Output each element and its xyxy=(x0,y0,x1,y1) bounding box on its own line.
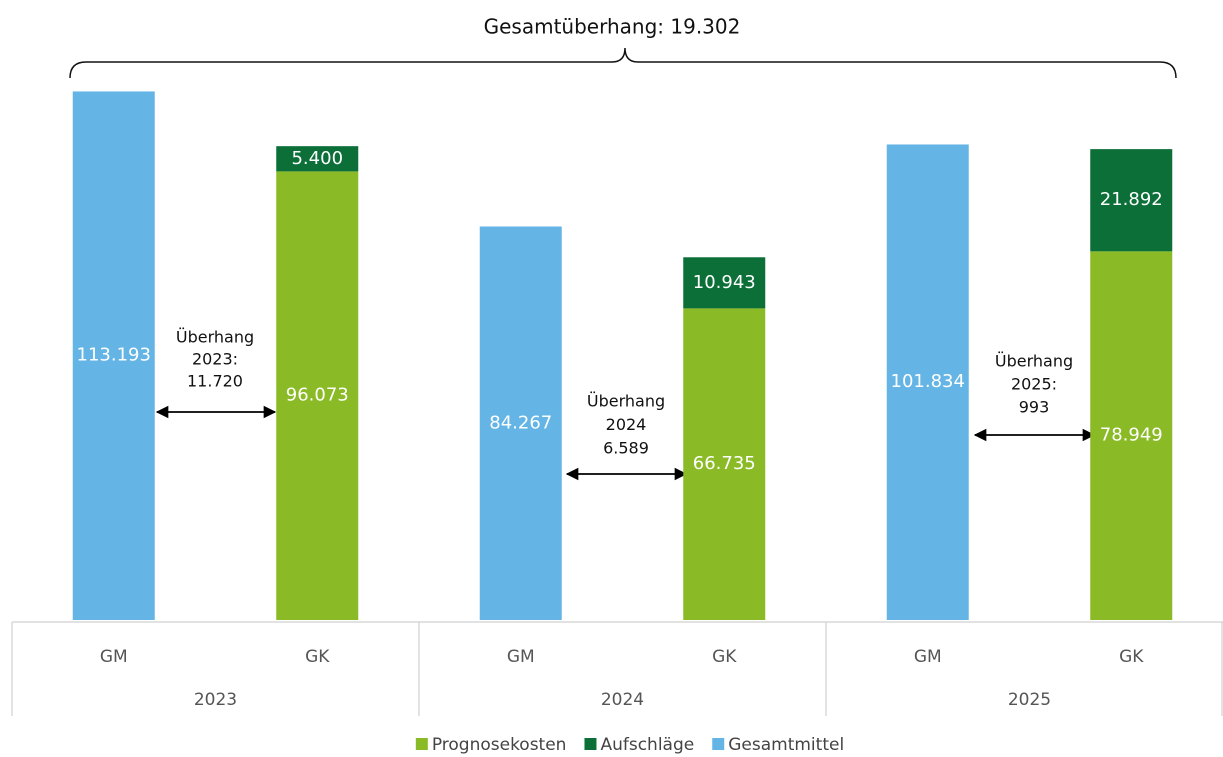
data-label: 113.193 xyxy=(77,345,151,366)
bar-segment xyxy=(683,257,766,309)
bar-segment xyxy=(1090,149,1173,252)
annotation: 6.589 xyxy=(603,439,649,458)
x-tick-label: GM xyxy=(507,647,535,667)
annotation: Überhang xyxy=(176,328,254,347)
legend-swatch xyxy=(415,738,428,750)
annotation: Überhang xyxy=(587,392,665,411)
annotation: 993 xyxy=(1019,398,1050,417)
legend-swatch xyxy=(712,738,725,750)
annotation: 2023: xyxy=(192,350,238,369)
bar-segment xyxy=(276,146,359,172)
group-label: 2025 xyxy=(1008,690,1051,710)
x-tick-label: GM xyxy=(914,647,942,667)
bar-segment xyxy=(1090,251,1173,620)
legend-swatch xyxy=(584,738,597,750)
legend-label: Prognosekosten xyxy=(432,735,567,755)
x-tick-label: GK xyxy=(305,647,330,667)
annotation: 2024 xyxy=(606,415,647,434)
legend-label: Gesamtmittel xyxy=(728,735,844,755)
data-label: 5.400 xyxy=(291,148,343,169)
legend-label: Aufschläge xyxy=(600,735,694,755)
group-label: 2024 xyxy=(601,690,644,710)
data-label: 21.892 xyxy=(1100,189,1163,210)
x-tick-label: GK xyxy=(712,647,737,667)
annotation: Überhang xyxy=(995,352,1073,371)
brace xyxy=(69,47,1177,79)
bar-segment xyxy=(683,308,766,620)
data-label: 84.267 xyxy=(489,412,552,433)
data-label: 66.735 xyxy=(693,453,756,474)
x-tick-label: GK xyxy=(1119,647,1144,667)
data-label: 10.943 xyxy=(693,272,756,293)
data-label: 101.834 xyxy=(891,371,965,392)
annotation: 11.720 xyxy=(187,372,243,391)
annotation: 2025: xyxy=(1011,375,1057,394)
bar-segment xyxy=(479,226,562,620)
chart-title: Gesamtüberhang: 19.302 xyxy=(484,15,741,39)
bar-segment xyxy=(276,171,359,620)
data-label: 78.949 xyxy=(1100,425,1163,446)
data-label: 96.073 xyxy=(286,385,349,406)
bar-segment xyxy=(886,144,969,620)
x-tick-label: GM xyxy=(100,647,128,667)
bar-segment xyxy=(72,91,155,620)
group-label: 2023 xyxy=(194,690,237,710)
